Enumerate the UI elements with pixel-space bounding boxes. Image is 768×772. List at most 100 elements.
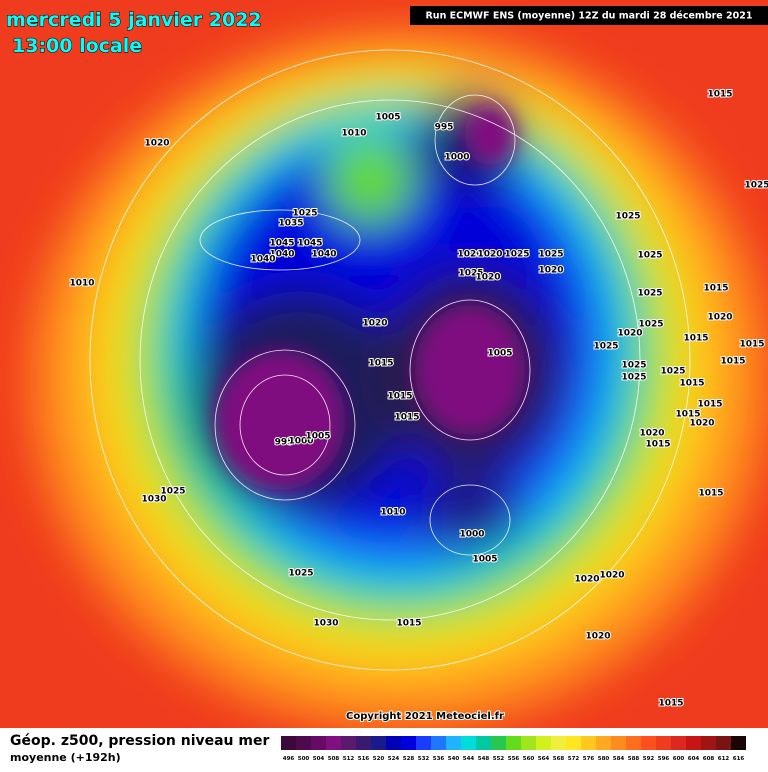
legend-label: 608 <box>703 756 715 762</box>
isobar-label: 1020 <box>707 313 732 323</box>
legend-label: 592 <box>643 756 655 762</box>
legend-swatch <box>371 736 386 750</box>
isobar-label: 1020 <box>689 419 714 429</box>
legend-swatch <box>566 736 581 750</box>
isobar-label: 1025 <box>637 289 662 299</box>
isobar-label: 1020 <box>574 575 599 585</box>
legend-swatch <box>641 736 656 750</box>
isobar-label: 1025 <box>458 269 483 279</box>
isobar-label: 1015 <box>720 357 745 367</box>
legend-label: 616 <box>733 756 745 762</box>
isobar-label: 1000 <box>459 530 484 540</box>
isobar-label: 1015 <box>739 340 764 350</box>
legend-label: 568 <box>553 756 565 762</box>
isobar-label: 1020 <box>585 632 610 642</box>
legend-swatch <box>461 736 476 750</box>
legend-label: 540 <box>448 756 460 762</box>
legend-label: 496 <box>283 756 295 762</box>
legend-label: 512 <box>343 756 355 762</box>
legend-label: 588 <box>628 756 640 762</box>
footer-subtitle: moyenne (+192h) <box>10 751 121 764</box>
legend-label: 528 <box>403 756 415 762</box>
isobar-label: 1015 <box>697 400 722 410</box>
isobar-label: 995 <box>275 438 294 448</box>
legend-label: 564 <box>538 756 550 762</box>
legend-label: 612 <box>718 756 730 762</box>
isobar-label: 1025 <box>538 250 563 260</box>
legend-label: 552 <box>493 756 505 762</box>
legend-label: 520 <box>373 756 385 762</box>
legend-swatch <box>401 736 416 750</box>
isobar-label: 1005 <box>472 555 497 565</box>
isobar-label: 1040 <box>269 250 294 260</box>
legend-swatch <box>386 736 401 750</box>
legend-swatch <box>536 736 551 750</box>
isobar-label: 1025 <box>744 181 768 191</box>
isobar-label: 1015 <box>703 284 728 294</box>
legend-swatch <box>551 736 566 750</box>
isobar-label: 1000 <box>444 153 469 163</box>
isobar-label: 1025 <box>621 373 646 383</box>
geopotential-field <box>0 0 768 730</box>
isobar-label: 1010 <box>69 279 94 289</box>
isobar-label: 1015 <box>679 379 704 389</box>
isobar-label: 1025 <box>621 361 646 371</box>
copyright: Copyright 2021 Meteociel.fr <box>346 711 504 722</box>
legend-swatch <box>716 736 731 750</box>
isobar-label: 1025 <box>637 251 662 261</box>
legend-label: 544 <box>463 756 475 762</box>
legend-swatch <box>416 736 431 750</box>
isobar-label: 1020 <box>362 319 387 329</box>
isobar-label: 1025 <box>638 320 663 330</box>
legend-label: 584 <box>613 756 625 762</box>
legend-swatch <box>506 736 521 750</box>
legend-label: 576 <box>583 756 595 762</box>
isobar-label: 1030 <box>313 619 338 629</box>
isobar-label: 995 <box>435 123 454 133</box>
isobar-label: 1025 <box>593 342 618 352</box>
isobar-label: 1010 <box>380 508 405 518</box>
legend-label: 504 <box>313 756 325 762</box>
isobar-label: 1030 <box>141 495 166 505</box>
isobar-label: 1020 <box>538 266 563 276</box>
legend-swatch <box>446 736 461 750</box>
legend-label: 604 <box>688 756 700 762</box>
legend-swatch <box>626 736 641 750</box>
legend-swatch <box>611 736 626 750</box>
legend-label: 532 <box>418 756 430 762</box>
isobar-label: 1025 <box>660 367 685 377</box>
isobar-label: 1020 <box>477 250 502 260</box>
isobar-label: 1045 <box>269 239 294 249</box>
legend-label: 536 <box>433 756 445 762</box>
legend-label: 524 <box>388 756 400 762</box>
isobar-label: 1005 <box>305 432 330 442</box>
legend-label: 516 <box>358 756 370 762</box>
legend-swatch <box>671 736 686 750</box>
forecast-date: mercredi 5 janvier 2022 <box>6 9 262 31</box>
isobar-label: 1020 <box>617 329 642 339</box>
legend-swatch <box>701 736 716 750</box>
isobar-label: 1015 <box>387 392 412 402</box>
isobar-label: 1025 <box>615 212 640 222</box>
isobar-label: 1020 <box>475 273 500 283</box>
forecast-time: 13:00 locale <box>12 35 142 57</box>
legend-label: 500 <box>298 756 310 762</box>
isobar-label: 1015 <box>396 619 421 629</box>
isobar-label: 1020 <box>144 139 169 149</box>
legend-label: 580 <box>598 756 610 762</box>
legend-swatch <box>491 736 506 750</box>
isobar-label: 1025 <box>504 250 529 260</box>
isobar-label: 1015 <box>683 334 708 344</box>
isobar-label: 1015 <box>394 413 419 423</box>
legend-swatch <box>476 736 491 750</box>
isobar-label: 1020 <box>639 429 664 439</box>
run-info: Run ECMWF ENS (moyenne) 12Z du mardi 28 … <box>425 11 752 22</box>
isobar-label: 1000 <box>288 437 313 447</box>
legend-swatch <box>731 736 746 750</box>
legend-swatch <box>356 736 371 750</box>
legend-swatch <box>326 736 341 750</box>
legend-label: 572 <box>568 756 580 762</box>
isobar-label: 1005 <box>487 349 512 359</box>
legend-swatch <box>686 736 701 750</box>
